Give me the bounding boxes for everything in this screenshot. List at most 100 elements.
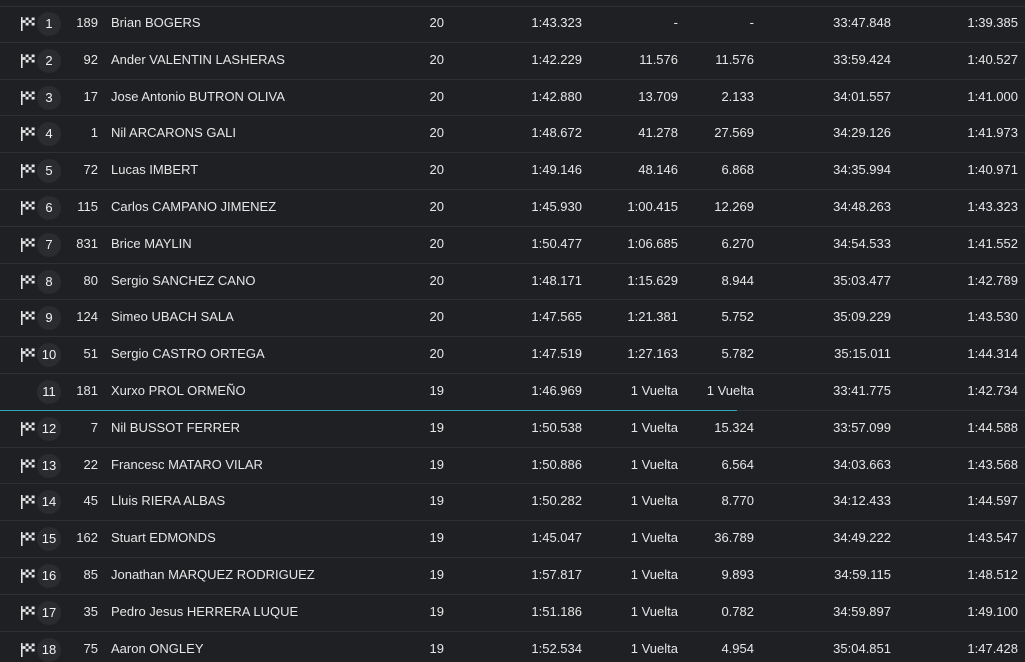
gap-to-leader: 1 Vuelta bbox=[630, 567, 678, 582]
checkered-flag-icon bbox=[20, 347, 38, 363]
rider-number: 35 bbox=[83, 603, 98, 619]
total-time: 33:59.424 bbox=[833, 51, 891, 67]
total-time: 35:09.229 bbox=[833, 309, 891, 325]
gap-to-leader: 1 Vuelta bbox=[630, 383, 678, 398]
rider-name: Ander VALENTIN LASHERAS bbox=[111, 51, 285, 67]
rider-name: Sergio SANCHEZ CANO bbox=[111, 272, 256, 288]
laps-count: 20 bbox=[429, 15, 444, 30]
rider-number: 7 bbox=[90, 419, 98, 435]
position-badge: 11 bbox=[37, 380, 61, 404]
gap-to-previous: 6.270 bbox=[721, 235, 754, 251]
checkered-flag-icon bbox=[20, 163, 38, 179]
rider-name: Xurxo PROL ORMEÑO bbox=[111, 383, 246, 398]
rider-name: Jonathan MARQUEZ RODRIGUEZ bbox=[111, 567, 315, 582]
position-badge: 3 bbox=[37, 85, 61, 110]
checkered-flag-icon bbox=[20, 16, 38, 32]
rider-name: Lluis RIERA ALBAS bbox=[111, 493, 226, 509]
rider-number: 80 bbox=[83, 272, 98, 288]
best-lap-time: 1:50.477 bbox=[531, 235, 582, 251]
table-row[interactable]: 7 831 Brice MAYLIN 20 1:50.477 1:06.685 6.270 3… bbox=[0, 227, 1025, 264]
rider-number: 115 bbox=[77, 199, 98, 214]
gap-to-leader: 1 Vuelta bbox=[630, 493, 678, 509]
rider-number: 124 bbox=[76, 309, 98, 325]
rider-number: 51 bbox=[83, 346, 98, 362]
table-row[interactable]: 4 1 Nil ARCARONS GALI 20 1:48.672 41.278 27.56… bbox=[0, 116, 1025, 154]
laps-count: 20 bbox=[429, 199, 444, 214]
last-lap-time: 1:48.512 bbox=[967, 567, 1018, 582]
gap-to-previous: 4.954 bbox=[721, 640, 754, 656]
position-badge: 16 bbox=[37, 564, 61, 588]
position-badge: 4 bbox=[37, 122, 61, 147]
laps-count: 19 bbox=[429, 603, 444, 619]
checkered-flag-icon bbox=[20, 90, 38, 106]
gap-to-leader: 1:21.381 bbox=[627, 309, 678, 325]
table-row[interactable]: 14 45 Lluis RIERA ALBAS 19 1:50.282 1 Vuelta 8… bbox=[0, 484, 1025, 522]
laps-count: 20 bbox=[429, 309, 444, 325]
rider-name: Jose Antonio BUTRON OLIVA bbox=[111, 88, 285, 104]
table-row[interactable]: 18 75 Aaron ONGLEY 19 1:52.534 1 Vuelta 4.954 3… bbox=[0, 632, 1025, 662]
gap-to-previous: 11.576 bbox=[715, 51, 754, 67]
gap-to-leader: 1:27.163 bbox=[627, 346, 678, 362]
rider-number: 45 bbox=[83, 493, 98, 509]
table-row[interactable]: 16 85 Jonathan MARQUEZ RODRIGUEZ 19 1:57.817… bbox=[0, 558, 1025, 595]
checkered-flag-icon bbox=[20, 458, 38, 474]
gap-to-leader: 1 Vuelta bbox=[630, 530, 678, 546]
table-row[interactable]: 1 189 Brian BOGERS 20 1:43.323 - - 33:47.848 1:3… bbox=[0, 6, 1025, 43]
laps-count: 19 bbox=[429, 456, 444, 472]
laps-count: 20 bbox=[429, 125, 444, 141]
laps-count: 19 bbox=[429, 383, 444, 398]
gap-to-previous: 8.770 bbox=[721, 493, 754, 509]
table-row[interactable]: 9 124 Simeo UBACH SALA 20 1:47.565 1:21.381 5.… bbox=[0, 300, 1025, 338]
position-badge: 10 bbox=[37, 343, 61, 368]
rider-number: 831 bbox=[76, 235, 98, 251]
best-lap-time: 1:47.519 bbox=[531, 346, 582, 362]
position-badge: 13 bbox=[37, 453, 61, 478]
position-badge: 12 bbox=[37, 416, 61, 441]
rider-number: 92 bbox=[83, 51, 98, 67]
gap-to-leader: 1 Vuelta bbox=[630, 640, 678, 656]
last-lap-time: 1:40.971 bbox=[967, 162, 1018, 178]
rider-name: Simeo UBACH SALA bbox=[111, 309, 234, 325]
table-row[interactable]: 15 162 Stuart EDMONDS 19 1:45.047 1 Vuelta 36.… bbox=[0, 521, 1025, 558]
table-row[interactable]: 5 72 Lucas IMBERT 20 1:49.146 48.146 6.868 34:3… bbox=[0, 153, 1025, 190]
total-time: 34:59.115 bbox=[834, 567, 891, 582]
table-row[interactable]: 3 17 Jose Antonio BUTRON OLIVA 20 1:42.880 13… bbox=[0, 80, 1025, 117]
rider-name: Pedro Jesus HERRERA LUQUE bbox=[111, 603, 299, 619]
checkered-flag-icon bbox=[20, 568, 38, 584]
table-row[interactable]: 10 51 Sergio CASTRO ORTEGA 20 1:47.519 1:27.1… bbox=[0, 337, 1025, 374]
last-lap-time: 1:43.547 bbox=[967, 530, 1018, 546]
table-row[interactable]: 2 92 Ander VALENTIN LASHERAS 20 1:42.229 11.5… bbox=[0, 43, 1025, 80]
position-badge: 9 bbox=[37, 306, 61, 331]
last-lap-time: 1:39.385 bbox=[967, 15, 1018, 30]
rider-number: 181 bbox=[76, 383, 98, 398]
checkered-flag-icon bbox=[20, 310, 38, 326]
checkered-flag-icon bbox=[20, 274, 38, 290]
gap-to-previous: - bbox=[749, 15, 754, 30]
best-lap-time: 1:47.565 bbox=[531, 309, 582, 325]
best-lap-time: 1:50.886 bbox=[531, 456, 582, 472]
best-lap-time: 1:49.146 bbox=[531, 162, 582, 178]
table-row[interactable]: 12 7 Nil BUSSOT FERRER 19 1:50.538 1 Vuelta 15… bbox=[0, 411, 1025, 448]
checkered-flag-icon bbox=[20, 53, 38, 69]
best-lap-time: 1:43.323 bbox=[531, 15, 582, 30]
best-lap-time: 1:52.534 bbox=[531, 640, 582, 656]
rider-number: 17 bbox=[83, 88, 98, 104]
table-row[interactable]: 11 181 Xurxo PROL ORMEÑO 19 1:46.969 1 Vuelta… bbox=[0, 374, 1025, 411]
gap-to-previous: 36.789 bbox=[714, 530, 754, 546]
table-row[interactable]: 13 22 Francesc MATARO VILAR 19 1:50.886 1 Vue… bbox=[0, 448, 1025, 485]
best-lap-time: 1:45.930 bbox=[531, 199, 582, 214]
table-row[interactable]: 8 80 Sergio SANCHEZ CANO 20 1:48.171 1:15.629… bbox=[0, 264, 1025, 301]
last-lap-time: 1:47.428 bbox=[967, 640, 1018, 656]
checkered-flag-icon bbox=[20, 605, 38, 621]
position-badge: 1 bbox=[37, 12, 61, 36]
gap-to-leader: 11.576 bbox=[639, 51, 678, 67]
rider-name: Brice MAYLIN bbox=[111, 235, 192, 251]
best-lap-time: 1:42.880 bbox=[531, 88, 582, 104]
position-badge: 18 bbox=[37, 637, 61, 662]
gap-to-previous: 5.782 bbox=[721, 346, 754, 362]
table-row[interactable]: 6 115 Carlos CAMPANO JIMENEZ 20 1:45.930 1:00… bbox=[0, 190, 1025, 227]
gap-to-leader: 13.709 bbox=[638, 88, 678, 104]
gap-to-previous: 27.569 bbox=[714, 125, 754, 141]
table-row[interactable]: 17 35 Pedro Jesus HERRERA LUQUE 19 1:51.186 1… bbox=[0, 595, 1025, 632]
last-lap-time: 1:43.568 bbox=[967, 456, 1018, 472]
